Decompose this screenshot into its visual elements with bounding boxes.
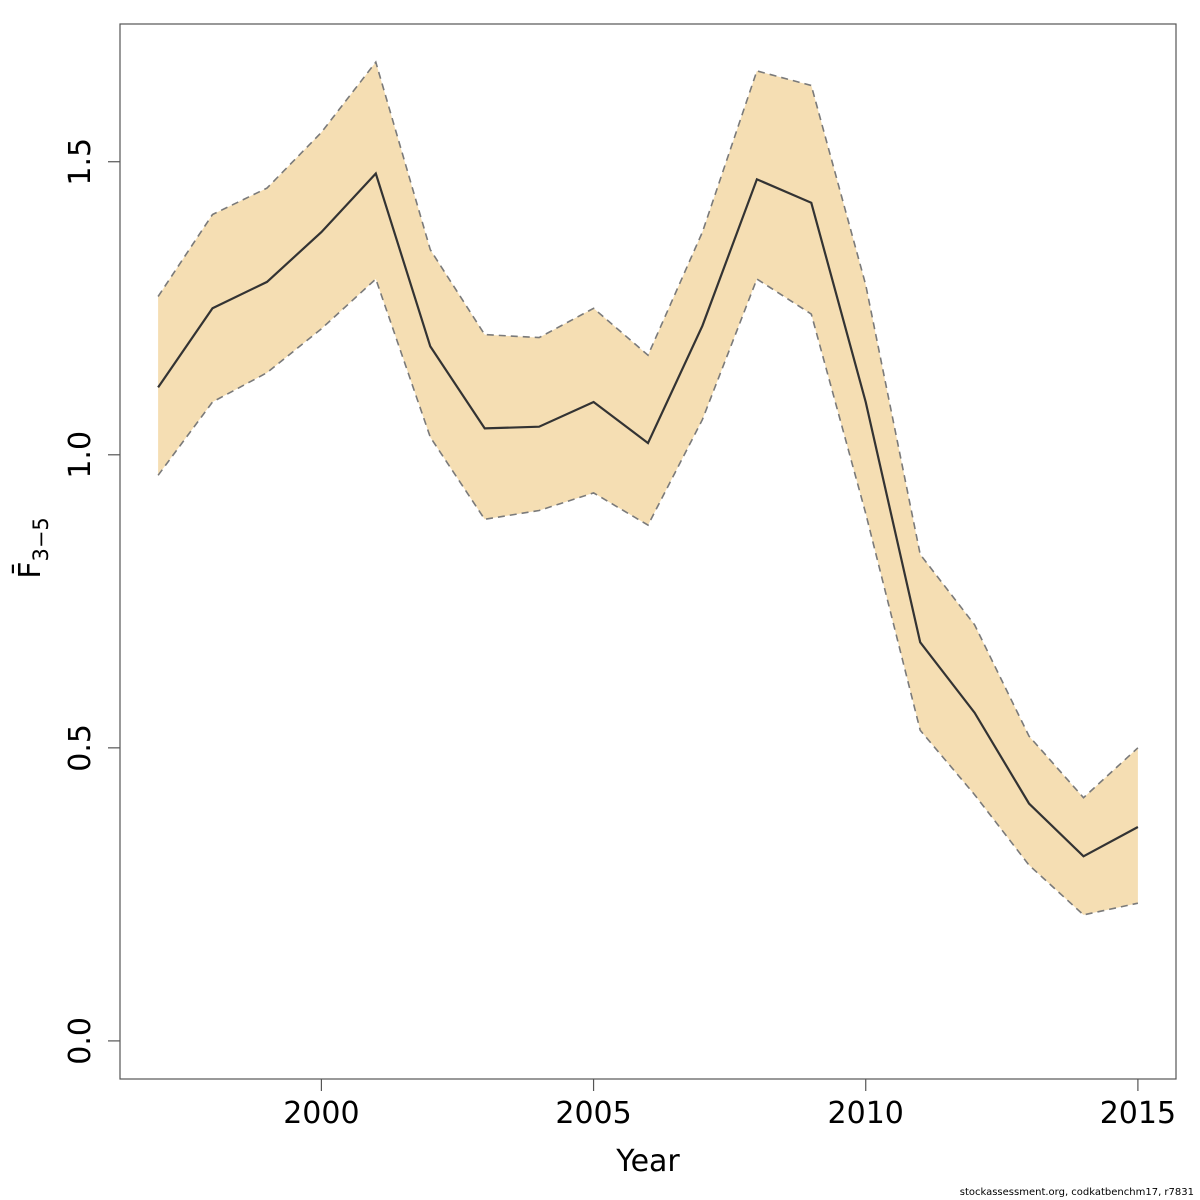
x-axis-title: Year bbox=[615, 1144, 680, 1179]
y-axis-title-main: F̄ bbox=[12, 562, 48, 579]
y-tick-label: 0.5 bbox=[63, 724, 98, 772]
x-tick-label: 2005 bbox=[555, 1096, 631, 1131]
y-axis: 0.0 0.5 1.0 1.5 bbox=[63, 138, 120, 1065]
svg-text:F̄3−5: F̄3−5 bbox=[12, 517, 53, 579]
footer-note: stockassessment.org, codkatbenchm17, r78… bbox=[959, 1187, 1194, 1198]
x-tick-label: 2015 bbox=[1100, 1096, 1176, 1131]
y-tick-label: 1.5 bbox=[63, 138, 98, 186]
x-axis: 2000 2005 2010 2015 bbox=[283, 1079, 1176, 1131]
estimate-line bbox=[157, 171, 1139, 858]
y-axis-title-subscript: 3−5 bbox=[29, 517, 53, 561]
x-tick-label: 2010 bbox=[828, 1096, 904, 1131]
upper-bound-line bbox=[157, 60, 1139, 799]
x-tick-label: 2000 bbox=[283, 1096, 359, 1131]
lower-bound-line bbox=[157, 277, 1139, 916]
y-tick-label: 0.0 bbox=[63, 1017, 98, 1065]
plot-frame bbox=[119, 23, 1177, 1080]
y-tick-label: 1.0 bbox=[63, 431, 98, 479]
y-axis-title: F̄3−5 bbox=[12, 517, 53, 579]
confidence-band bbox=[158, 62, 1138, 915]
